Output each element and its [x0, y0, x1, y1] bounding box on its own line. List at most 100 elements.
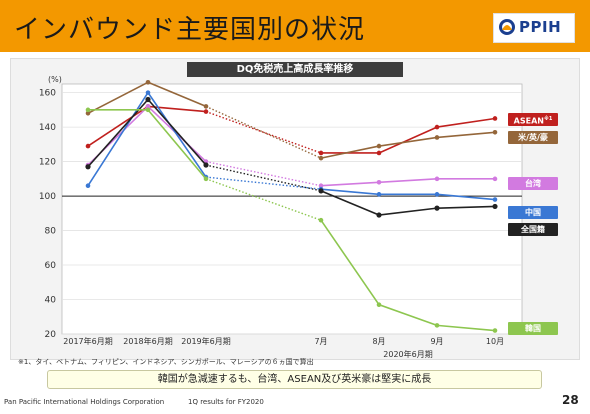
data-point [376, 150, 382, 156]
data-point [492, 203, 498, 210]
y-tick-label: 20 [45, 330, 57, 340]
legend-footnote-mark: ※1 [543, 116, 553, 122]
legend-tag: 米/英/豪 [508, 131, 558, 144]
y-tick-label: 160 [39, 89, 56, 99]
x-tick-label: 9月 [430, 337, 443, 346]
data-point [203, 104, 209, 109]
data-point [85, 183, 91, 189]
data-point [376, 192, 382, 197]
series-line-segment [205, 110, 322, 154]
series-line-segment [436, 193, 496, 201]
data-point [318, 183, 324, 189]
y-tick-label: 80 [45, 227, 57, 237]
series-line-segment [320, 188, 380, 196]
data-point [203, 176, 209, 182]
data-point [434, 323, 440, 328]
data-point [492, 129, 498, 135]
series-line-segment [147, 98, 207, 166]
legend-label: 全国籍 [521, 225, 545, 234]
data-point [145, 104, 151, 109]
summary-box: 韓国が急減速するも、台湾、ASEAN及び英米豪は堅実に成長 [47, 370, 542, 389]
legend-label: 台湾 [525, 179, 541, 188]
x-tick-label: 2017年6月期 [63, 336, 112, 346]
series-line-segment [378, 126, 438, 154]
data-point [318, 155, 324, 161]
series-line-segment [205, 105, 322, 159]
footer-report: 1Q results for FY2020 [188, 398, 264, 406]
series-line-segment [320, 219, 380, 306]
series-line-segment [320, 190, 380, 216]
series-line-segment [205, 178, 322, 221]
footnote: ※1、タイ、ベトナム、フィリピン、インドネシア、シンガポール、マレーシアの６ヵ国… [18, 358, 314, 366]
data-point [376, 143, 382, 149]
legend-tag: 全国籍 [508, 223, 558, 236]
page-number: 28 [562, 393, 579, 407]
data-point [145, 96, 151, 103]
footer-company: Pan Pacific International Holdings Corpo… [4, 398, 165, 406]
y-tick-label: 120 [39, 158, 56, 168]
y-tick-label: 40 [45, 296, 57, 306]
summary-text: 韓国が急減速するも、台湾、ASEAN及び英米豪は堅実に成長 [157, 374, 432, 385]
data-point [492, 328, 498, 333]
chart-title: DQ免税売上高成長率推移 [236, 64, 354, 75]
data-point [434, 192, 440, 197]
x-tick-label: 2019年6月期 [181, 336, 230, 346]
y-tick-label: 60 [45, 261, 57, 271]
series-line-segment [87, 98, 149, 168]
series-line-segment [147, 92, 207, 178]
legend-label: ASEAN [513, 116, 544, 126]
y-tick-label: 140 [39, 123, 56, 133]
series-line-segment [205, 164, 322, 192]
data-point [492, 116, 498, 121]
x-tick-label: 2018年6月期 [123, 336, 172, 346]
x-tick-label: 8月 [372, 337, 385, 346]
data-point [318, 188, 324, 194]
data-point [492, 197, 498, 202]
y-unit-label: (%) [48, 75, 62, 84]
series-line-segment [147, 109, 207, 180]
data-point [434, 124, 440, 130]
ppih-logo-icon [499, 19, 515, 35]
data-point [318, 150, 324, 156]
series-line-segment [320, 181, 380, 187]
series-line-segment [436, 131, 496, 139]
x-tick-label: 10月 [486, 337, 504, 346]
legend-label: 韓国 [525, 324, 541, 333]
data-point [145, 107, 151, 113]
data-point [203, 162, 209, 168]
x-tick-label: 7月 [314, 337, 327, 346]
data-point [85, 111, 91, 116]
series-line-segment [378, 207, 438, 216]
data-point [376, 302, 382, 307]
series-line-segment [87, 81, 149, 115]
data-point [318, 217, 324, 223]
chart-title-bar: DQ免税売上高成長率推移 [187, 62, 403, 77]
y-tick-label: 100 [39, 192, 56, 202]
data-point [203, 109, 209, 114]
legend-label: 中国 [525, 208, 541, 217]
legend-tag: 韓国 [508, 322, 558, 335]
data-point [434, 205, 440, 211]
series-line-segment [87, 92, 149, 187]
data-point [376, 179, 382, 185]
data-point [145, 90, 151, 95]
data-point [434, 135, 440, 140]
series-line-segment [436, 117, 496, 128]
legend-tag: ASEAN※1 [508, 113, 558, 126]
data-point [492, 176, 498, 182]
series-line-segment [147, 81, 207, 108]
logo-text: PPIH [519, 18, 562, 36]
period-label: 2020年6月期 [383, 349, 432, 359]
series-line-segment [378, 303, 438, 327]
header-bar: インバウンド主要国別の状況 PPIH [0, 0, 590, 52]
legend-tag: 中国 [508, 206, 558, 219]
data-point [85, 107, 91, 113]
series-line-segment [378, 136, 438, 147]
data-point [85, 143, 91, 149]
data-point [376, 212, 382, 218]
data-point [145, 79, 151, 85]
page-title: インバウンド主要国別の状況 [14, 15, 366, 45]
data-point [434, 176, 440, 182]
series-line-segment [436, 205, 496, 209]
